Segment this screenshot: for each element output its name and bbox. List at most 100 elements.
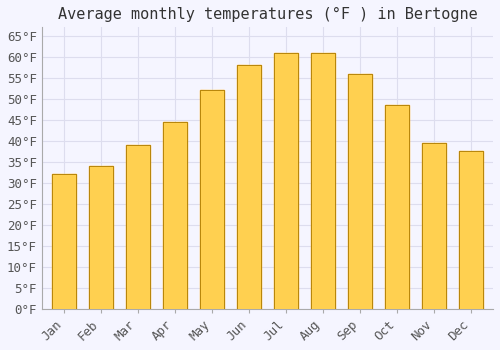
Bar: [248, 65, 249, 309]
Bar: [370, 74, 371, 309]
Bar: [89, 166, 113, 309]
Bar: [297, 52, 298, 309]
Bar: [401, 105, 402, 309]
Bar: [89, 166, 113, 309]
Bar: [359, 74, 360, 309]
Bar: [311, 52, 335, 309]
Bar: [479, 151, 480, 309]
Bar: [175, 122, 176, 309]
Bar: [105, 166, 106, 309]
Bar: [434, 143, 436, 309]
Bar: [425, 143, 426, 309]
Bar: [432, 143, 433, 309]
Bar: [101, 166, 102, 309]
Bar: [217, 90, 218, 309]
Bar: [277, 52, 278, 309]
Bar: [274, 52, 298, 309]
Bar: [70, 174, 71, 309]
Bar: [66, 174, 67, 309]
Bar: [422, 143, 446, 309]
Bar: [74, 174, 75, 309]
Bar: [147, 145, 148, 309]
Bar: [65, 174, 66, 309]
Bar: [126, 145, 127, 309]
Bar: [210, 90, 211, 309]
Bar: [445, 143, 446, 309]
Bar: [245, 65, 246, 309]
Bar: [163, 122, 164, 309]
Bar: [55, 174, 56, 309]
Bar: [394, 105, 396, 309]
Bar: [72, 174, 73, 309]
Bar: [212, 90, 213, 309]
Bar: [207, 90, 208, 309]
Bar: [311, 52, 335, 309]
Bar: [71, 174, 72, 309]
Bar: [468, 151, 469, 309]
Bar: [478, 151, 479, 309]
Bar: [444, 143, 445, 309]
Bar: [131, 145, 132, 309]
Bar: [385, 105, 409, 309]
Bar: [471, 151, 472, 309]
Bar: [358, 74, 359, 309]
Bar: [57, 174, 58, 309]
Bar: [406, 105, 408, 309]
Bar: [278, 52, 280, 309]
Bar: [52, 174, 76, 309]
Bar: [238, 65, 240, 309]
Bar: [331, 52, 332, 309]
Bar: [311, 52, 312, 309]
Bar: [463, 151, 464, 309]
Bar: [52, 174, 76, 309]
Bar: [459, 151, 460, 309]
Bar: [360, 74, 362, 309]
Bar: [106, 166, 108, 309]
Bar: [149, 145, 150, 309]
Bar: [428, 143, 429, 309]
Bar: [254, 65, 256, 309]
Bar: [280, 52, 281, 309]
Bar: [474, 151, 475, 309]
Bar: [102, 166, 104, 309]
Bar: [93, 166, 94, 309]
Bar: [94, 166, 96, 309]
Bar: [472, 151, 474, 309]
Bar: [98, 166, 100, 309]
Bar: [422, 143, 424, 309]
Bar: [367, 74, 368, 309]
Bar: [167, 122, 168, 309]
Bar: [323, 52, 324, 309]
Bar: [385, 105, 386, 309]
Bar: [163, 122, 187, 309]
Bar: [250, 65, 252, 309]
Bar: [252, 65, 253, 309]
Bar: [222, 90, 223, 309]
Bar: [348, 74, 350, 309]
Bar: [466, 151, 467, 309]
Bar: [256, 65, 257, 309]
Bar: [316, 52, 318, 309]
Bar: [319, 52, 320, 309]
Bar: [362, 74, 363, 309]
Bar: [109, 166, 110, 309]
Bar: [61, 174, 62, 309]
Bar: [289, 52, 290, 309]
Bar: [129, 145, 130, 309]
Bar: [100, 166, 101, 309]
Bar: [200, 90, 202, 309]
Bar: [204, 90, 206, 309]
Bar: [108, 166, 109, 309]
Bar: [110, 166, 112, 309]
Bar: [368, 74, 370, 309]
Bar: [166, 122, 167, 309]
Bar: [242, 65, 244, 309]
Bar: [330, 52, 331, 309]
Bar: [92, 166, 93, 309]
Bar: [136, 145, 137, 309]
Bar: [135, 145, 136, 309]
Bar: [186, 122, 187, 309]
Bar: [441, 143, 442, 309]
Bar: [142, 145, 143, 309]
Bar: [183, 122, 184, 309]
